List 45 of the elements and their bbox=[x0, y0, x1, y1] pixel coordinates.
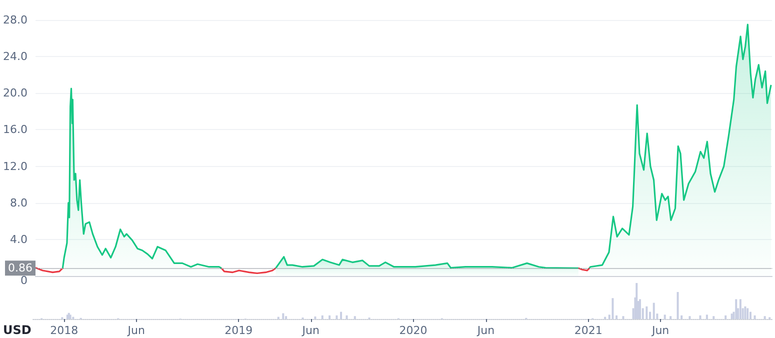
bar bbox=[328, 315, 331, 319]
bar bbox=[646, 306, 648, 319]
bar bbox=[676, 292, 679, 319]
bar bbox=[706, 314, 708, 319]
x-tick-label: Jun bbox=[476, 324, 495, 337]
bar bbox=[739, 299, 742, 319]
bar bbox=[699, 315, 702, 319]
bar bbox=[622, 316, 624, 319]
bar bbox=[346, 315, 348, 319]
x-tick-label: Jun bbox=[650, 324, 670, 337]
bar bbox=[670, 316, 672, 319]
bar bbox=[764, 316, 766, 319]
bar bbox=[754, 315, 756, 319]
y-tick-label: 16.0 bbox=[2, 123, 28, 136]
y-tick-label: 0 bbox=[20, 274, 28, 287]
bar bbox=[746, 308, 749, 319]
x-tick-label: 2018 bbox=[50, 324, 78, 337]
x-tick-label: 2021 bbox=[574, 324, 602, 337]
bar bbox=[340, 312, 342, 319]
y-tick-label: 4.0 bbox=[10, 232, 28, 246]
bar bbox=[314, 316, 316, 319]
bar bbox=[724, 315, 727, 319]
bar bbox=[285, 316, 288, 319]
bar bbox=[735, 299, 738, 319]
text: USD bbox=[3, 323, 32, 337]
y-tick-label: 12.0 bbox=[2, 160, 28, 173]
bar bbox=[282, 313, 284, 319]
bar bbox=[688, 316, 691, 319]
y-tick-label: 28.0 bbox=[2, 14, 28, 26]
ref-line-label: 0.86 bbox=[8, 262, 32, 275]
bar bbox=[612, 298, 614, 319]
y-tick-label: 24.0 bbox=[2, 50, 28, 64]
bar bbox=[712, 316, 715, 319]
bar bbox=[354, 316, 356, 319]
x-tick-label: 2020 bbox=[399, 324, 428, 337]
y-tick-label: 8.0 bbox=[10, 196, 28, 210]
bar bbox=[664, 314, 666, 319]
x-tick-label: Jun bbox=[301, 324, 320, 337]
bar bbox=[652, 302, 655, 319]
bar bbox=[321, 315, 324, 319]
y-tick-label: 20.0 bbox=[2, 86, 28, 100]
x-tick-label: 2019 bbox=[224, 324, 253, 337]
bar bbox=[749, 312, 752, 319]
x-tick-label: Jun bbox=[126, 324, 145, 337]
bar bbox=[336, 315, 338, 319]
